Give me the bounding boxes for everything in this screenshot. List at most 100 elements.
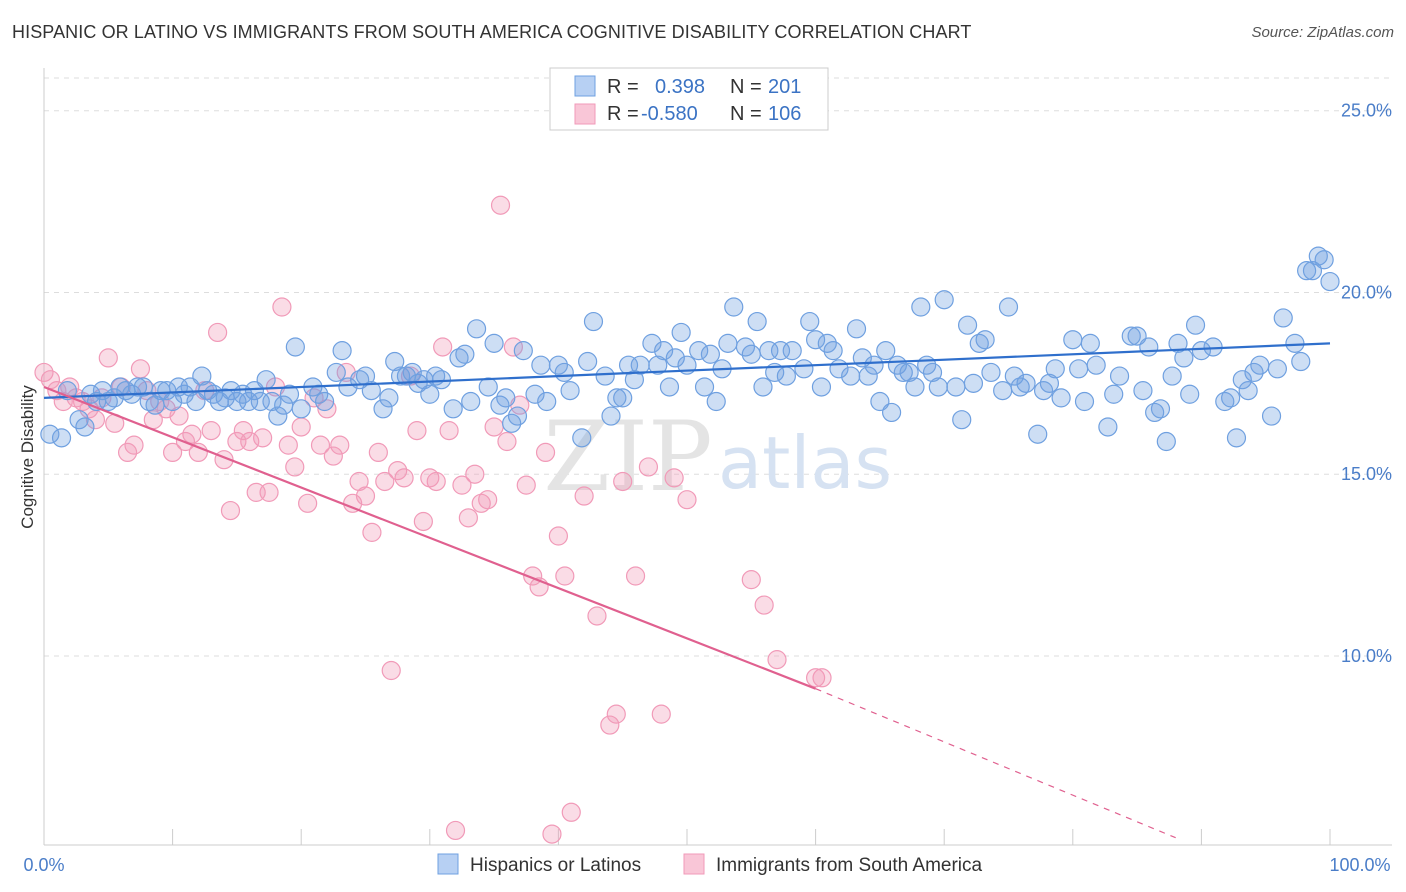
data-point — [127, 377, 148, 397]
data-point — [1133, 381, 1153, 401]
data-point — [706, 391, 726, 412]
data-point — [689, 341, 709, 361]
data-point — [1150, 399, 1171, 419]
data-point — [394, 468, 414, 488]
data-point — [452, 475, 472, 495]
data-point — [1261, 406, 1282, 426]
data-point — [694, 377, 715, 397]
data-point — [812, 668, 832, 688]
legend-r-value: 0.398 — [655, 76, 705, 98]
data-point — [969, 333, 989, 353]
axes — [43, 68, 1392, 846]
data-point — [1028, 424, 1048, 444]
data-point — [1302, 261, 1323, 281]
data-point — [1156, 431, 1176, 452]
data-point — [625, 566, 646, 586]
legend: R = 0.398 N = 201 R = -0.580 N = 106 — [549, 67, 829, 131]
data-point — [841, 366, 861, 386]
y-axis-label: Cognitive Disability — [18, 385, 37, 529]
data-point — [846, 319, 867, 339]
data-point — [1104, 384, 1124, 404]
data-point — [208, 322, 228, 343]
data-point — [413, 511, 433, 532]
data-point — [75, 417, 95, 437]
data-point — [993, 381, 1013, 401]
data-point — [1016, 373, 1036, 393]
bottom-legend-label: Hispanics or Latinos — [470, 855, 641, 876]
x-tick-label: 100.0% — [1329, 855, 1390, 875]
data-point — [439, 421, 459, 441]
data-point — [420, 468, 440, 488]
data-point — [490, 195, 511, 215]
data-point — [497, 431, 517, 452]
data-point — [124, 435, 144, 455]
data-point — [542, 824, 562, 844]
data-point — [326, 362, 346, 383]
data-point — [595, 366, 615, 386]
data-point — [1039, 373, 1060, 393]
data-point — [654, 341, 674, 361]
data-point — [478, 490, 498, 510]
data-point — [163, 442, 183, 463]
data-point — [700, 344, 720, 364]
data-point — [445, 820, 466, 841]
data-point — [484, 333, 504, 353]
watermark-atlas: atlas — [718, 421, 892, 505]
data-point — [1127, 326, 1147, 346]
data-point — [601, 406, 621, 426]
data-point — [503, 337, 523, 357]
data-point — [998, 297, 1019, 317]
y-tick-label: 10.0% — [1341, 646, 1392, 666]
chart-title: HISPANIC OR LATINO VS IMMIGRANTS FROM SO… — [12, 22, 972, 42]
data-point — [648, 355, 668, 375]
data-point — [458, 508, 478, 528]
data-point — [1086, 355, 1106, 375]
data-point — [1145, 402, 1165, 423]
data-point — [928, 377, 948, 397]
data-point — [361, 381, 381, 401]
data-point — [525, 384, 545, 404]
data-point — [718, 333, 738, 353]
data-point — [1226, 428, 1247, 448]
data-point — [338, 377, 358, 397]
data-point — [433, 337, 453, 357]
chart-source: Source: ZipAtlas.com — [1251, 24, 1394, 41]
data-point — [381, 660, 401, 681]
data-point — [677, 490, 697, 510]
data-point — [268, 406, 288, 426]
x-tick-label: 0.0% — [23, 855, 64, 875]
data-point — [1185, 315, 1206, 335]
data-point — [561, 802, 581, 822]
data-point — [664, 468, 684, 488]
data-point — [314, 391, 335, 412]
data-point — [1004, 366, 1024, 386]
data-point — [537, 391, 557, 412]
data-point — [240, 431, 260, 452]
data-point — [934, 290, 954, 310]
legend-n-label: N = — [730, 76, 762, 98]
data-point — [1238, 381, 1258, 401]
data-point — [332, 341, 352, 361]
data-point — [981, 362, 1001, 383]
data-point — [741, 344, 761, 364]
data-point — [1232, 370, 1252, 390]
data-point — [201, 421, 221, 441]
data-point — [355, 486, 376, 506]
data-point — [188, 442, 208, 463]
data-point — [516, 475, 536, 495]
y-tick-label: 15.0% — [1341, 464, 1392, 484]
legend-swatch-pink — [574, 103, 596, 125]
data-point — [1010, 377, 1030, 397]
legend-r-label: R = — [607, 103, 639, 125]
data-point — [362, 522, 382, 542]
data-point — [262, 391, 282, 412]
data-point — [1080, 333, 1100, 353]
data-point — [1121, 326, 1141, 346]
data-point — [461, 391, 481, 412]
data-point — [1291, 351, 1311, 372]
data-point — [1250, 355, 1270, 375]
data-point — [1162, 366, 1182, 386]
data-point — [368, 442, 388, 463]
data-point — [747, 311, 767, 332]
